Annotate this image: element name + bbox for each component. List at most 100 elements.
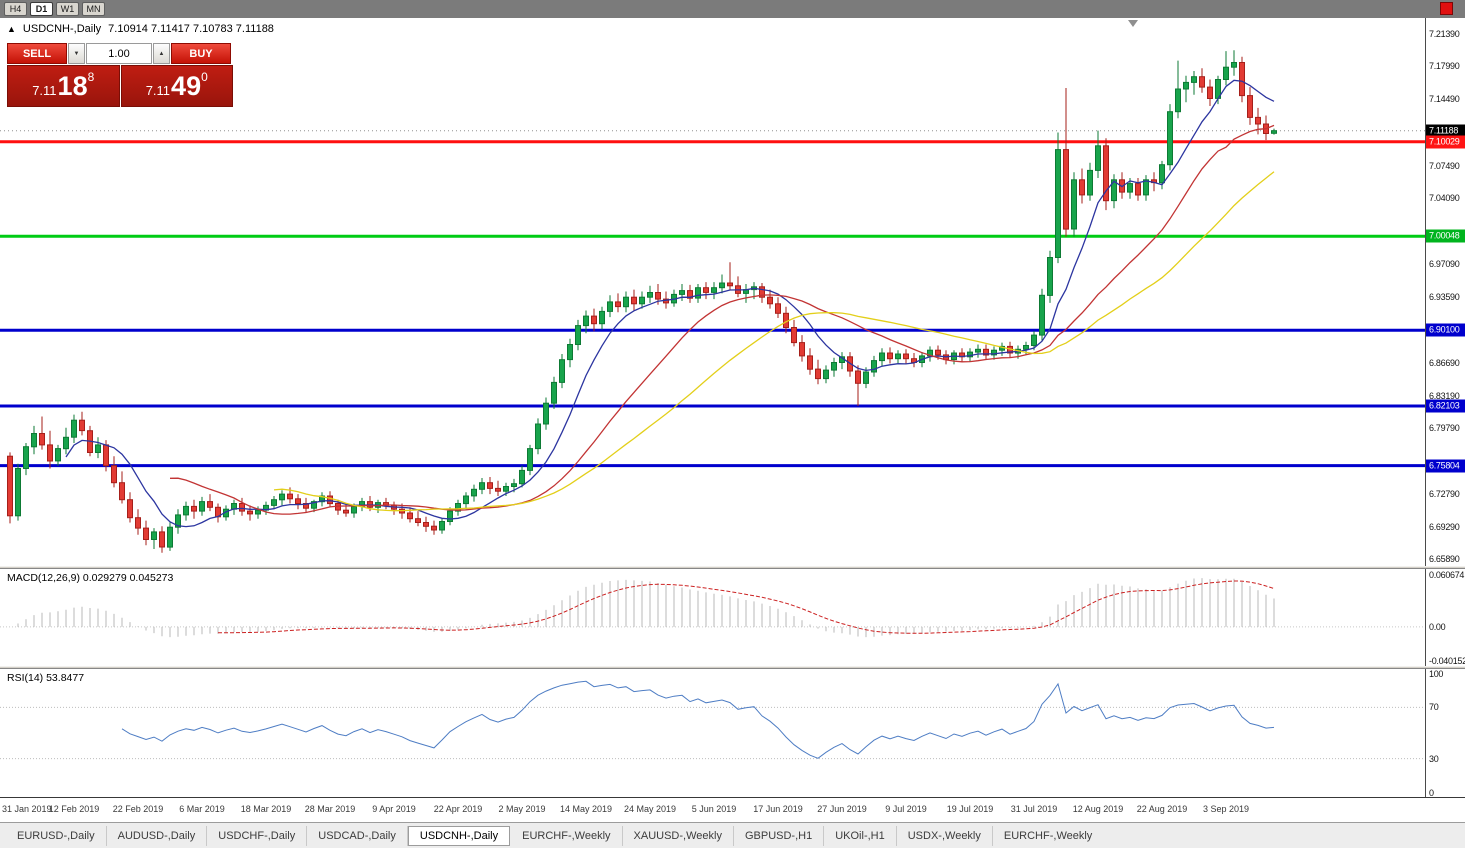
timeframe-h4-button[interactable]: H4 [4, 2, 27, 16]
buy-button[interactable]: BUY [171, 43, 231, 64]
time-axis-label: 5 Jun 2019 [691, 804, 737, 814]
chart-tab[interactable]: USDCHF-,Daily [207, 825, 308, 846]
moving-average-line [273, 171, 1275, 512]
level-price-badge: 7.00048 [1426, 229, 1465, 243]
rsi-tick: 0 [1429, 788, 1434, 798]
sell-price-big: 18 [57, 70, 88, 101]
buy-price-big: 49 [171, 70, 202, 101]
symbol-name: USDCNH-,Daily [22, 23, 102, 35]
macd-signal-line [217, 580, 1275, 634]
current-price-badge: 7.11188 [1426, 124, 1465, 138]
time-axis-label: 27 Jun 2019 [817, 804, 867, 814]
rsi-tick: 30 [1429, 753, 1439, 764]
macd-tick: 0.060674 [1429, 570, 1465, 581]
price-tick: 6.83190 [1429, 390, 1460, 401]
macd-canvas [0, 578, 1425, 638]
chart-tab[interactable]: AUDUSD-,Daily [107, 825, 208, 846]
price-tick: 6.93590 [1429, 292, 1460, 303]
price-tick: 6.86690 [1429, 357, 1460, 368]
time-axis-label: 22 Aug 2019 [1136, 804, 1188, 814]
macd-tick: 0.00 [1429, 621, 1446, 632]
timeframe-toolbar: H4 D1 W1 MN [0, 0, 1465, 18]
price-tick: 7.04090 [1429, 192, 1460, 203]
buy-price-display[interactable]: 7.11 49 0 [120, 65, 233, 107]
buy-price-prefix: 7.11 [145, 83, 171, 98]
panel-divider[interactable] [0, 666, 1465, 669]
price-axis[interactable]: 7.21390 7.17990 7.14490 7.07490 7.04090 6.970… [1425, 18, 1465, 798]
volume-increase-button[interactable]: ▲ [153, 43, 170, 64]
collapse-trade-panel-icon[interactable]: ▲ [7, 23, 16, 34]
rsi-canvas [0, 680, 1425, 760]
record-indicator-button[interactable] [1440, 2, 1453, 15]
price-tick: 7.17990 [1429, 61, 1460, 72]
price-tick: 6.79790 [1429, 422, 1460, 433]
rsi-indicator-panel[interactable]: RSI(14) 53.8477 [0, 669, 1425, 797]
support-price-badge: 6.90100 [1426, 323, 1465, 337]
one-click-trade-panel: SELL ▼ ▲ BUY 7.11 18 8 7.11 49 0 [7, 43, 233, 107]
chart-shift-marker-icon[interactable] [1128, 20, 1138, 27]
chart-tab[interactable]: XAUUSD-,Weekly [623, 825, 734, 846]
time-axis[interactable]: 31 Jan 2019 12 Feb 2019 22 Feb 2019 6 Mar 2… [0, 797, 1465, 822]
resistance-price-badge: 7.10029 [1426, 135, 1465, 149]
time-axis-label: 12 Feb 2019 [48, 804, 100, 814]
chart-tab[interactable]: EURCHF-,Weekly [1003, 829, 1093, 842]
chart-tab[interactable]: USDX-,Weekly [897, 825, 993, 846]
timeframe-mn-button[interactable]: MN [82, 2, 105, 16]
moving-average-line [65, 79, 1275, 528]
horizontal-level-lines[interactable] [0, 140, 1425, 468]
time-axis-label: 22 Apr 2019 [433, 804, 483, 814]
price-tick: 7.14490 [1429, 94, 1460, 105]
time-axis-label: 9 Apr 2019 [372, 804, 416, 814]
price-tick: 7.21390 [1429, 29, 1460, 40]
panel-divider[interactable] [0, 566, 1465, 569]
main-chart-panel[interactable]: ▲ USDCNH-,Daily 7.10914 7.11417 7.10783 … [0, 18, 1425, 566]
timeframe-d1-button[interactable]: D1 [30, 2, 53, 16]
macd-histogram [17, 578, 1275, 638]
buy-price-sup: 0 [201, 70, 208, 84]
time-axis-label: 12 Aug 2019 [1072, 804, 1124, 814]
rsi-line [121, 680, 1275, 759]
time-axis-label: 24 May 2019 [623, 804, 677, 814]
chart-tab[interactable]: EURUSD-,Daily [6, 825, 107, 846]
chart-tab[interactable]: GBPUSD-,H1 [734, 825, 825, 846]
chart-tab[interactable]: USDCAD-,Daily [307, 825, 408, 846]
macd-label: MACD(12,26,9) 0.029279 0.045273 [7, 572, 174, 584]
macd-indicator-panel[interactable]: MACD(12,26,9) 0.029279 0.045273 [0, 569, 1425, 666]
chart-tab[interactable]: USDCNH-,Daily [407, 825, 511, 846]
price-tick: 6.97090 [1429, 259, 1460, 270]
time-axis-label: 18 Mar 2019 [240, 804, 292, 814]
main-chart-canvas[interactable] [0, 18, 1425, 566]
price-tick: 6.69290 [1429, 522, 1460, 533]
support-price-badge: 6.75804 [1426, 459, 1465, 473]
time-axis-label: 6 Mar 2019 [179, 804, 225, 814]
price-tick: 6.65890 [1429, 554, 1460, 565]
sell-price-display[interactable]: 7.11 18 8 [7, 65, 120, 107]
time-axis-label: 9 Jul 2019 [885, 804, 927, 814]
time-axis-label: 22 Feb 2019 [112, 804, 164, 814]
chart-tab[interactable]: UKOil-,H1 [824, 825, 897, 846]
candlesticks [7, 50, 1277, 553]
price-tick: 6.72790 [1429, 489, 1460, 500]
ohlc-readout: 7.10914 7.11417 7.10783 7.11188 [108, 23, 274, 35]
rsi-label: RSI(14) 53.8477 [7, 672, 85, 684]
rsi-tick: 70 [1429, 702, 1439, 713]
time-axis-label: 14 May 2019 [559, 804, 613, 814]
time-axis-label: 31 Jan 2019 [2, 804, 52, 814]
price-tick: 7.07490 [1429, 160, 1460, 171]
sell-price-sup: 8 [87, 70, 95, 84]
time-axis-label: 17 Jun 2019 [753, 804, 803, 814]
time-axis-label: 28 Mar 2019 [304, 804, 356, 814]
sell-button[interactable]: SELL [7, 43, 67, 64]
sell-price-prefix: 7.11 [32, 83, 57, 98]
time-axis-label: 31 Jul 2019 [1010, 804, 1058, 814]
chart-tab[interactable]: EURCHF-,Weekly [511, 825, 623, 846]
timeframe-w1-button[interactable]: W1 [56, 2, 79, 16]
macd-tick: -0.040152 [1429, 656, 1465, 667]
volume-decrease-button[interactable]: ▼ [68, 43, 85, 64]
chart-title: ▲ USDCNH-,Daily 7.10914 7.11417 7.10783 … [7, 23, 274, 35]
volume-input[interactable] [86, 43, 152, 64]
time-axis-label: 19 Jul 2019 [946, 804, 994, 814]
support-price-badge: 6.82103 [1426, 399, 1465, 413]
rsi-tick: 100 [1429, 669, 1444, 679]
